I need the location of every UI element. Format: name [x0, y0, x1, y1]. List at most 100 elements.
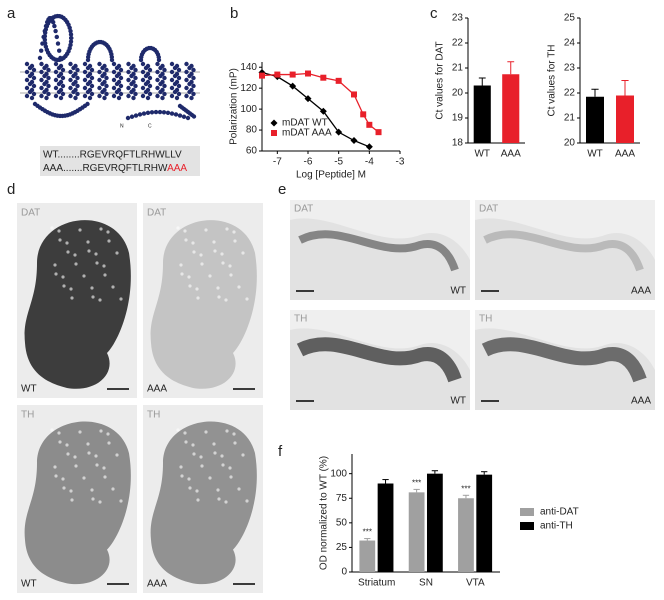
x-tick-label: AAA [501, 149, 521, 160]
point [365, 143, 373, 151]
tissue-texture [54, 272, 58, 276]
tissue-texture [74, 262, 78, 266]
residue [111, 69, 117, 75]
residue [125, 115, 131, 121]
tissue [150, 421, 257, 585]
tissue-texture [217, 295, 221, 299]
bar [359, 540, 376, 572]
residue [24, 77, 30, 83]
y-tick-label: 20 [564, 138, 576, 149]
stain-label: DAT [147, 208, 166, 219]
panel-label: e [278, 181, 286, 198]
residue [165, 110, 171, 116]
residue [57, 48, 62, 53]
significance: *** [461, 484, 470, 493]
tissue-texture [73, 253, 77, 257]
tissue-texture [103, 475, 107, 479]
residue [114, 73, 120, 79]
tissue-texture [95, 463, 99, 467]
tissue-texture [119, 499, 123, 503]
point [305, 70, 311, 77]
residue [137, 112, 143, 117]
residue [173, 112, 179, 117]
residue [145, 110, 151, 116]
tissue-texture [78, 228, 82, 232]
tissue-texture [87, 451, 91, 455]
c-label: C [148, 123, 152, 129]
residue [31, 91, 37, 97]
residue [126, 93, 131, 99]
residue [158, 73, 163, 79]
residue [172, 73, 178, 79]
tissue-texture [237, 487, 241, 491]
point [375, 129, 382, 136]
residue [160, 95, 165, 101]
residue [53, 61, 59, 67]
residue [129, 114, 135, 119]
tissue-texture [204, 228, 208, 232]
residue [155, 69, 160, 75]
y-axis-label: OD normalized to WT (%) [319, 456, 330, 570]
tissue-texture [245, 297, 249, 301]
residue [56, 65, 62, 71]
tissue-texture [225, 227, 229, 231]
residue [133, 113, 139, 118]
bar [458, 498, 474, 572]
residue [24, 85, 30, 91]
residue [39, 93, 44, 99]
tissue-texture [99, 227, 103, 231]
tissue-texture [188, 284, 192, 288]
tissue-texture [216, 286, 220, 290]
residue [24, 61, 30, 67]
tissue-texture [111, 285, 115, 289]
genotype-label: WT [450, 286, 466, 297]
residue [24, 93, 30, 99]
point [351, 91, 357, 98]
residue [56, 81, 62, 87]
legend-swatch [520, 522, 534, 530]
residue [37, 55, 43, 61]
point [335, 128, 343, 136]
residue [102, 95, 107, 101]
significance: *** [412, 479, 421, 488]
bar [377, 483, 394, 572]
tissue-texture [208, 476, 212, 480]
tissue-texture [213, 249, 217, 253]
residue [118, 67, 124, 73]
y-tick-label: 24 [564, 38, 576, 49]
tissue-texture [184, 440, 188, 444]
residue [46, 67, 51, 73]
residue [85, 57, 91, 63]
tissue-texture [196, 296, 200, 300]
residue [104, 83, 109, 89]
residue [68, 85, 73, 91]
tissue-texture [53, 263, 57, 267]
topology-diagram: N C [20, 13, 200, 129]
micrograph: DAT AAA [475, 200, 655, 300]
point [289, 82, 297, 90]
y-tick-label: 75 [336, 493, 348, 504]
residue [104, 75, 109, 81]
bar [473, 85, 491, 143]
x-tick-label: -3 [396, 157, 405, 168]
tissue-texture [98, 500, 102, 504]
residue [68, 32, 74, 37]
residue [31, 83, 37, 89]
residue [176, 75, 182, 81]
residue [147, 91, 153, 97]
residue [140, 93, 146, 99]
tissue-texture [82, 476, 86, 480]
tissue-texture [224, 500, 228, 504]
tissue [150, 220, 257, 389]
sequence-mutation: AAA [167, 163, 187, 174]
residue [191, 83, 196, 89]
cell-band [296, 337, 462, 383]
residue [53, 93, 59, 99]
genotype-label: AAA [631, 396, 651, 407]
y-tick-label: 50 [336, 517, 348, 528]
residue [187, 89, 192, 95]
residue [46, 83, 51, 89]
residue [73, 95, 78, 101]
panel-label: d [7, 181, 15, 198]
